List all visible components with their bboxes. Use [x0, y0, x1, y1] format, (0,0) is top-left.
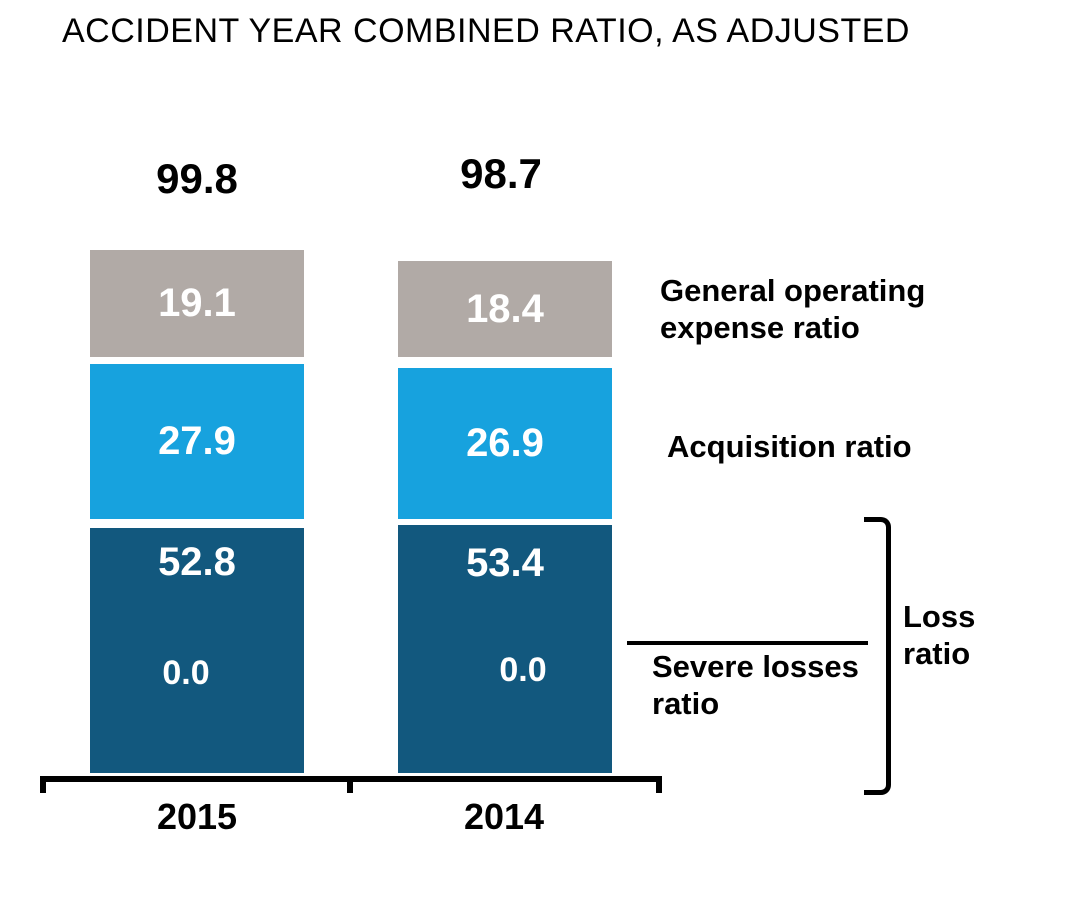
- legend-label-general-operating: General operating expense ratio: [660, 273, 926, 345]
- segment-value-general-2014: 18.4: [466, 286, 544, 331]
- segment-value-acquisition-2014: 26.9: [466, 421, 544, 465]
- total-label-2014: 98.7: [460, 150, 542, 197]
- legend-label-acquisition: Acquisition ratio: [667, 429, 912, 464]
- segment-value-severe-2014: 0.0: [499, 651, 547, 689]
- segment-value-acquisition-2015: 27.9: [158, 419, 236, 463]
- segment-loss-2015: 52.8 0.0: [90, 528, 304, 773]
- legend-label-loss-ratio: Loss ratio: [903, 599, 976, 671]
- year-label-2014: 2014: [463, 796, 545, 837]
- segment-general-2015: 19.1: [90, 250, 304, 357]
- segment-general-2014: 18.4: [398, 261, 612, 357]
- x-axis-tick-middle: [347, 776, 353, 793]
- loss-ratio-bracket: [864, 517, 891, 795]
- segment-value-general-2015: 19.1: [158, 281, 236, 325]
- total-label-2015: 99.8: [156, 155, 238, 202]
- segment-acquisition-2015: 27.9: [90, 364, 304, 519]
- segment-value-severe-2015: 0.0: [162, 654, 210, 692]
- segment-acquisition-2014: 26.9: [398, 368, 612, 519]
- severe-losses-divider-line: [627, 641, 868, 645]
- x-axis-tick-right: [656, 776, 662, 793]
- x-axis-tick-left: [40, 776, 46, 793]
- chart-title: ACCIDENT YEAR COMBINED RATIO, AS ADJUSTE…: [62, 12, 910, 50]
- segment-value-loss-2014: 53.4: [466, 541, 544, 585]
- segment-loss-2014: 53.4 0.0: [398, 525, 612, 773]
- year-label-2015: 2015: [156, 796, 238, 837]
- segment-value-loss-2015: 52.8: [158, 540, 236, 584]
- legend-label-severe-losses: Severe losses ratio: [652, 649, 859, 721]
